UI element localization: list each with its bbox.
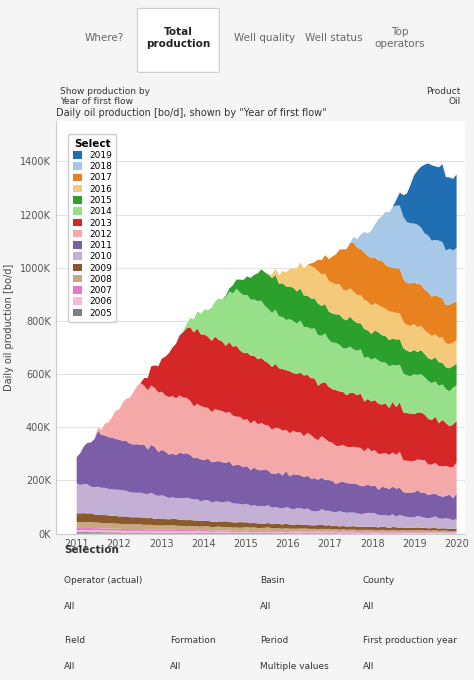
Text: Basin: Basin	[260, 577, 285, 585]
Text: Field: Field	[64, 636, 85, 645]
Text: Where?: Where?	[85, 33, 124, 44]
Text: Well status: Well status	[305, 33, 363, 44]
Text: Top
operators: Top operators	[374, 27, 425, 49]
Text: All: All	[64, 602, 75, 611]
Text: All: All	[363, 662, 374, 670]
Text: All: All	[64, 662, 75, 670]
Text: First production year: First production year	[363, 636, 456, 645]
Text: All: All	[260, 602, 272, 611]
Text: Operator (actual): Operator (actual)	[64, 577, 142, 585]
Text: All: All	[170, 662, 182, 670]
Text: Show production by
Year of first flow: Show production by Year of first flow	[60, 87, 150, 106]
Text: Total
production: Total production	[146, 27, 210, 49]
Text: Period: Period	[260, 636, 289, 645]
Text: County: County	[363, 577, 395, 585]
Text: Selection: Selection	[64, 545, 118, 555]
Text: Formation: Formation	[170, 636, 216, 645]
Text: Daily oil production [bo/d], shown by "Year of first flow": Daily oil production [bo/d], shown by "Y…	[55, 108, 326, 118]
Text: Well quality: Well quality	[234, 33, 295, 44]
Legend: 2019, 2018, 2017, 2016, 2015, 2014, 2013, 2012, 2011, 2010, 2009, 2008, 2007, 20: 2019, 2018, 2017, 2016, 2015, 2014, 2013…	[68, 134, 117, 322]
Text: Product
Oil: Product Oil	[427, 87, 461, 106]
Text: Multiple values: Multiple values	[260, 662, 329, 670]
Text: All: All	[363, 602, 374, 611]
FancyBboxPatch shape	[137, 8, 219, 72]
Y-axis label: Daily oil production [bo/d]: Daily oil production [bo/d]	[4, 264, 14, 391]
